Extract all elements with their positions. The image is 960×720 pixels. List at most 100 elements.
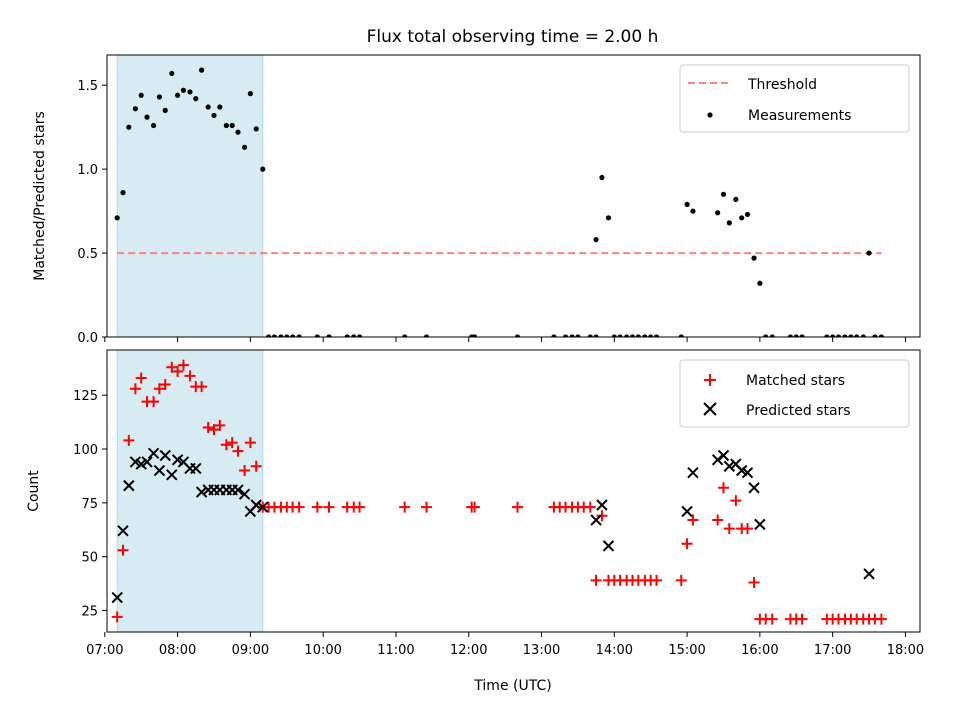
predicted-stars-point <box>123 479 135 492</box>
y-tick-label: 0.0 <box>77 331 98 346</box>
measurements-point <box>284 334 290 337</box>
measurements-point <box>271 334 278 337</box>
matched-stars-point <box>172 366 184 378</box>
measurements-point <box>205 104 211 110</box>
count-legend-box <box>679 359 910 428</box>
predicted-stars-point <box>141 456 153 468</box>
measurements-point <box>180 87 187 93</box>
measurements-point <box>866 250 872 256</box>
measurements-point <box>799 334 805 337</box>
matched-stars-point <box>117 544 129 556</box>
measurements-point <box>720 191 727 197</box>
measurements-point <box>265 334 272 337</box>
measurements-point <box>635 334 641 337</box>
chart-title: Flux total observing time = 2.00 h <box>367 27 659 47</box>
matched-stars-point <box>166 361 178 373</box>
matched-stars-point <box>208 424 220 436</box>
measurements-point <box>678 334 684 337</box>
matched-stars-point <box>111 611 123 623</box>
predicted-legend-label: Predicted stars <box>746 403 851 419</box>
measurements-point <box>599 174 605 181</box>
matched-stars-point <box>148 396 160 408</box>
predicted-stars-point <box>232 484 244 496</box>
measurements-point <box>842 334 848 337</box>
measurements-point <box>653 334 660 337</box>
matched-legend-label: Matched stars <box>746 373 845 389</box>
x-tick-label: 17:00 <box>814 643 851 658</box>
matched-stars-point <box>214 419 226 431</box>
measurements-point <box>751 255 757 261</box>
x-tick-label: 12:00 <box>450 643 487 658</box>
matched-stars-point <box>687 514 699 526</box>
ratio-panel: 0.0 0.5 1.0 1.5 Matched/Predicted stars Thr… <box>32 54 921 346</box>
count-legend: Matched stars Predicted stars <box>679 359 910 428</box>
matched-stars-point <box>712 514 724 526</box>
predicted-stars-point <box>111 591 123 604</box>
measurements-point <box>175 92 181 98</box>
x-tick-label: 15:00 <box>668 643 705 658</box>
count-panel: 07:00 08:00 09:00 10:00 11:00 12:00 13:00 14:00… <box>26 349 924 694</box>
x-tick-label: 10:00 <box>304 643 341 658</box>
measurements-point <box>562 334 569 337</box>
measurements-point <box>423 334 430 337</box>
measurements-point <box>575 334 581 337</box>
measurements-point <box>726 220 732 226</box>
measurements-point <box>860 334 866 337</box>
matched-stars-point <box>875 613 887 625</box>
measurements-point <box>569 334 575 337</box>
predicted-stars-point <box>250 499 262 511</box>
measurements-point <box>769 334 775 337</box>
matched-stars-point <box>796 613 808 625</box>
predicted-stars-point <box>748 482 760 494</box>
y-tick-label: 1.0 <box>77 163 98 178</box>
measurements-point <box>126 124 132 130</box>
y-tick-label: 100 <box>73 443 98 458</box>
measurements-point <box>150 122 157 129</box>
x-tick-label: 11:00 <box>377 643 414 658</box>
ratio-y-axis-label: Matched/Predicted stars <box>32 111 48 281</box>
matched-stars-point <box>226 437 238 449</box>
predicted-stars-point <box>741 466 754 479</box>
matched-stars-point <box>323 501 335 513</box>
matched-stars-point <box>748 576 760 588</box>
matched-stars-point <box>159 378 171 390</box>
matched-stars-point <box>232 445 244 457</box>
measurements-point <box>605 215 612 221</box>
ratio-panel-frame <box>106 54 921 338</box>
predicted-stars-point <box>711 454 724 466</box>
measurements-point <box>763 334 769 337</box>
measurements-point <box>733 196 739 202</box>
x-tick-label: 09:00 <box>232 643 269 658</box>
measurements-point <box>217 104 223 110</box>
measurements-point <box>551 334 557 337</box>
measurements-point <box>715 210 721 216</box>
predicted-stars-point <box>153 464 166 477</box>
measurements-point <box>854 334 860 337</box>
measurements-point <box>235 129 241 135</box>
measurements-point <box>593 237 599 243</box>
threshold-legend-label: Threshold <box>747 77 817 93</box>
matched-stars-point <box>129 383 141 395</box>
measurements-point <box>514 334 521 337</box>
predicted-stars-point <box>238 488 251 500</box>
measurements-point <box>356 334 363 337</box>
measurements-point <box>739 215 745 221</box>
y-tick-label: 1.5 <box>77 79 98 94</box>
measurements-point <box>132 106 138 112</box>
x-axis-label: Time (UTC) <box>473 678 551 694</box>
measurements-point <box>402 334 408 337</box>
count-y-axis-label: Count <box>26 470 42 512</box>
matched-stars-point <box>730 495 742 507</box>
matched-stars-point <box>250 460 262 472</box>
y-tick-label: 75 <box>81 497 98 512</box>
measurements-point <box>241 144 248 150</box>
predicted-stars-point <box>590 514 602 526</box>
measurements-point <box>878 334 885 337</box>
measurements-point <box>169 70 175 77</box>
count-panel-frame <box>106 349 921 633</box>
predicted-stars-point <box>723 460 736 472</box>
predicted-stars-point <box>687 466 699 479</box>
predicted-stars-point <box>257 501 269 513</box>
measurements-point <box>593 334 599 337</box>
